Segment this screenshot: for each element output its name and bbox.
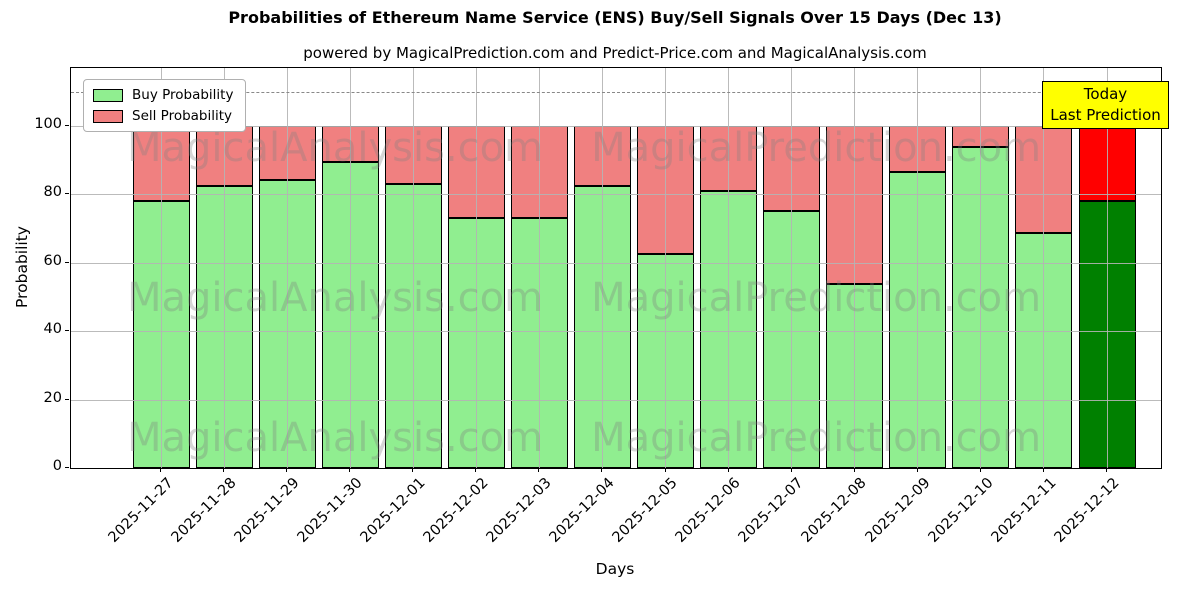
x-tick-mark bbox=[160, 468, 161, 472]
y-tick-label: 80 bbox=[43, 184, 62, 201]
x-tick-mark bbox=[349, 468, 351, 472]
x-tick-mark bbox=[916, 468, 918, 472]
x-tick-label: 2025-12-08 bbox=[799, 475, 871, 546]
grid-line-vertical bbox=[854, 68, 856, 468]
grid-line-vertical bbox=[475, 68, 477, 468]
x-tick-mark bbox=[1106, 468, 1107, 472]
grid-line-vertical bbox=[349, 68, 351, 468]
chart-subtitle: powered by MagicalPrediction.com and Pre… bbox=[303, 44, 927, 62]
watermark-row: MagicalAnalysis.com MagicalPrediction.com bbox=[127, 275, 1041, 321]
today-annotation-line1: Today bbox=[1083, 85, 1128, 103]
x-tick-label: 2025-11-29 bbox=[231, 475, 303, 546]
x-tick-label: 2025-12-03 bbox=[483, 475, 555, 546]
grid-line-vertical bbox=[728, 68, 730, 468]
watermark-text-left: MagicalAnalysis.com bbox=[127, 275, 544, 321]
watermark-text-right: MagicalPrediction.com bbox=[591, 415, 1042, 461]
grid-line-vertical bbox=[160, 68, 162, 468]
x-tick-mark bbox=[475, 468, 477, 472]
x-tick-label: 2025-12-05 bbox=[609, 475, 681, 546]
legend-item-sell: Sell Probability bbox=[93, 108, 233, 124]
watermark-row: MagicalAnalysis.com MagicalPrediction.com bbox=[127, 125, 1041, 171]
watermark-row: MagicalAnalysis.com MagicalPrediction.com bbox=[127, 415, 1041, 461]
grid-line-vertical bbox=[1106, 68, 1108, 468]
y-tick-mark bbox=[65, 398, 69, 400]
x-tick-label: 2025-12-09 bbox=[862, 475, 934, 546]
legend-label-sell: Sell Probability bbox=[132, 108, 233, 124]
x-tick-mark bbox=[286, 468, 288, 472]
x-tick-mark bbox=[853, 468, 855, 472]
legend-label-buy: Buy Probability bbox=[132, 87, 234, 103]
x-tick-mark bbox=[790, 468, 792, 472]
x-tick-label: 2025-11-28 bbox=[168, 475, 240, 546]
buy-swatch-icon bbox=[93, 88, 123, 102]
x-tick-mark bbox=[664, 468, 666, 472]
grid-line-vertical bbox=[538, 68, 540, 468]
grid-line-vertical bbox=[791, 68, 793, 468]
plot-area: MagicalAnalysis.com MagicalPrediction.com… bbox=[70, 67, 1169, 469]
grid-line-horizontal bbox=[71, 126, 1161, 128]
grid-line-vertical bbox=[917, 68, 919, 468]
y-tick-mark bbox=[65, 330, 69, 332]
x-tick-mark bbox=[538, 468, 540, 472]
x-tick-mark bbox=[727, 468, 729, 472]
today-annotation-line2: Last Prediction bbox=[1050, 106, 1161, 124]
x-tick-mark bbox=[1042, 468, 1044, 472]
grid-line-vertical bbox=[980, 68, 982, 468]
y-tick-label: 0 bbox=[52, 458, 62, 474]
watermark-text-left: MagicalAnalysis.com bbox=[127, 415, 544, 461]
legend-item-buy: Buy Probability bbox=[93, 87, 233, 103]
x-tick-label: 2025-12-10 bbox=[925, 475, 997, 546]
x-tick-label: 2025-11-27 bbox=[105, 475, 177, 546]
y-tick-label: 20 bbox=[43, 389, 62, 406]
y-tick-mark bbox=[65, 467, 69, 468]
legend: Buy Probability Sell Probability bbox=[83, 79, 247, 132]
x-tick-mark bbox=[979, 468, 981, 472]
grid-line-vertical bbox=[601, 68, 603, 468]
grid-line-horizontal bbox=[71, 399, 1161, 401]
x-tick-mark bbox=[412, 468, 414, 472]
grid-line-vertical bbox=[286, 68, 288, 468]
grid-line-horizontal bbox=[71, 194, 1161, 196]
watermark-text-right: MagicalPrediction.com bbox=[591, 275, 1042, 321]
grid-line-vertical bbox=[412, 68, 414, 468]
x-tick-label: 2025-12-07 bbox=[736, 475, 807, 546]
today-annotation: Today Last Prediction bbox=[1042, 81, 1169, 129]
x-tick-label: 2025-11-30 bbox=[294, 475, 366, 546]
y-tick-label: 60 bbox=[43, 252, 62, 269]
y-tick-label: 100 bbox=[34, 116, 62, 133]
x-tick-label: 2025-12-02 bbox=[420, 475, 492, 546]
grid-line-horizontal bbox=[71, 331, 1161, 333]
grid-line-horizontal bbox=[71, 262, 1161, 264]
y-tick-mark bbox=[65, 261, 69, 263]
grid-line-vertical bbox=[223, 68, 225, 468]
grid-line-vertical bbox=[1043, 68, 1045, 468]
y-tick-mark bbox=[65, 193, 69, 195]
x-tick-label: 2025-12-11 bbox=[988, 475, 1060, 546]
x-tick-mark bbox=[223, 468, 225, 472]
x-tick-label: 2025-12-04 bbox=[546, 475, 618, 546]
x-tick-label: 2025-12-12 bbox=[1051, 475, 1123, 546]
dashed-threshold-line bbox=[71, 91, 1161, 93]
watermark-text-left: MagicalAnalysis.com bbox=[127, 125, 544, 171]
chart-title: Probabilities of Ethereum Name Service (… bbox=[228, 8, 1002, 27]
grid-line-vertical bbox=[665, 68, 667, 468]
x-tick-mark bbox=[601, 468, 603, 472]
x-tick-label: 2025-12-01 bbox=[357, 475, 429, 546]
x-axis-label: Days bbox=[595, 560, 635, 578]
y-tick-mark bbox=[65, 125, 69, 127]
x-tick-label: 2025-12-06 bbox=[673, 475, 744, 546]
watermark-text-right: MagicalPrediction.com bbox=[591, 125, 1042, 171]
y-tick-label: 40 bbox=[43, 321, 62, 338]
sell-swatch-icon bbox=[93, 109, 123, 123]
